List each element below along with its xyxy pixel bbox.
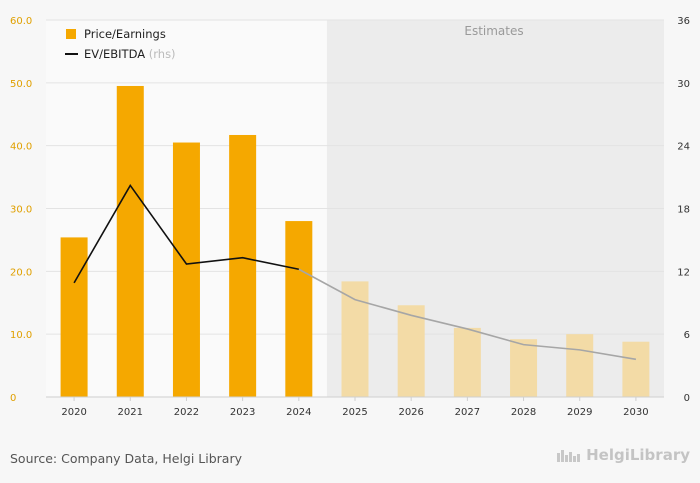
x-tick-label: 2025 (342, 407, 367, 418)
right-tick-label: 36 (677, 16, 690, 27)
left-tick-label: 40.0 (10, 142, 32, 153)
bar-pe-2030 (622, 341, 650, 397)
x-tick-label: 2024 (286, 407, 311, 418)
bar-pe-2023 (229, 134, 257, 398)
library-icon (557, 450, 581, 462)
line-ev-estimate (298, 268, 637, 361)
bar-pe-2022 (172, 142, 200, 397)
bar-pe-2029 (566, 334, 594, 397)
x-tick-label: 2023 (230, 407, 255, 418)
right-tick-label: 0 (684, 393, 690, 404)
legend-label-ev-suffix: (rhs) (149, 47, 176, 61)
legend-label-pe: Price/Earnings (84, 27, 166, 41)
x-tick-label: 2020 (61, 407, 86, 418)
x-tick-label: 2028 (511, 407, 536, 418)
right-tick-label: 6 (684, 330, 690, 341)
x-tick-label: 2021 (118, 407, 143, 418)
bar-pe-2028 (510, 339, 538, 397)
legend: Price/Earnings EV/EBITDA (rhs) (65, 27, 176, 61)
left-tick-label: 60.0 (10, 16, 32, 27)
bar-pe-2024 (285, 221, 313, 397)
right-tick-label: 18 (677, 205, 690, 216)
bar-pe-2027 (453, 327, 481, 397)
x-tick-label: 2027 (455, 407, 480, 418)
left-tick-label: 20.0 (10, 267, 32, 278)
bar-pe-2025 (341, 281, 369, 397)
x-tick-label: 2026 (398, 407, 423, 418)
x-tick-label: 2030 (623, 407, 648, 418)
x-tick-label: 2029 (567, 407, 592, 418)
right-tick-label: 30 (677, 79, 690, 90)
legend-label-ev-name: EV/EBITDA (84, 47, 145, 61)
brand-logo: HelgiLibrary (556, 446, 690, 464)
x-tick-label: 2022 (174, 407, 199, 418)
left-tick-label: 10.0 (10, 330, 32, 341)
line-ev-actual (73, 183, 299, 284)
left-tick-label: 50.0 (10, 79, 32, 90)
estimates-label: Estimates (464, 24, 523, 38)
right-tick-label: 24 (677, 142, 690, 153)
source-note: Source: Company Data, Helgi Library (10, 451, 243, 466)
legend-label-ev: EV/EBITDA (rhs) (84, 47, 176, 61)
bar-pe-2020 (60, 237, 88, 397)
left-tick-label: 30.0 (10, 205, 32, 216)
right-tick-label: 12 (677, 267, 690, 278)
legend-swatch-pe (66, 29, 76, 39)
bar-pe-2021 (116, 85, 144, 397)
bar-pe-2026 (397, 305, 425, 397)
brand-name: HelgiLibrary (586, 446, 690, 464)
left-tick-label: 0 (10, 393, 16, 404)
